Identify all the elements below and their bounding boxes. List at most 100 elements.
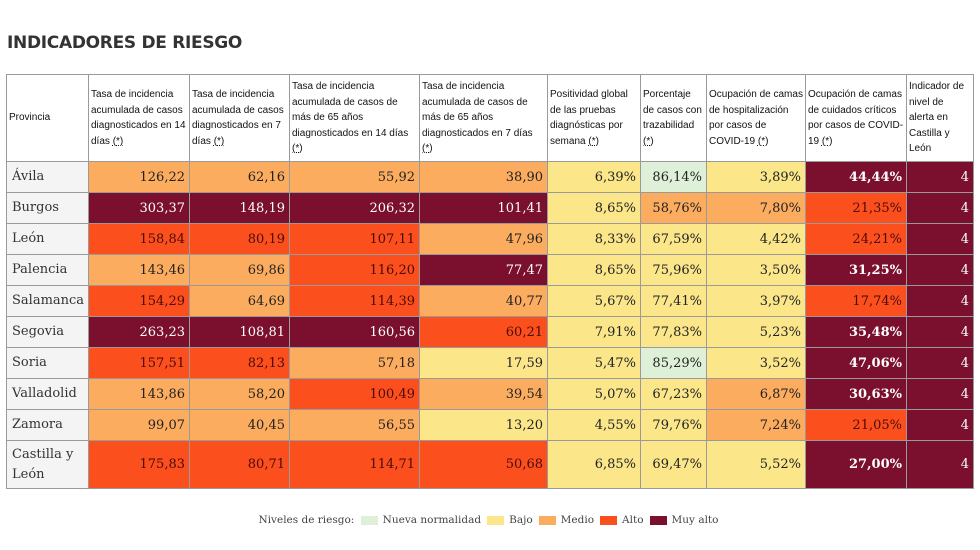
province-name: Palencia: [6, 254, 89, 286]
indicator-cell: 157,51: [88, 347, 190, 379]
column-header-text: Indicador de nivel de alerta en Castilla…: [909, 81, 965, 155]
footnote-link[interactable]: (*): [292, 143, 303, 155]
indicator-cell: 4: [906, 285, 974, 317]
indicator-cell: 6,85%: [547, 440, 641, 489]
province-name: Zamora: [6, 409, 89, 441]
indicator-cell: 17,74%: [805, 285, 907, 317]
column-header: Tasa de incidencia acumulada de casos di…: [88, 74, 190, 162]
column-header-text: Positividad global de las pruebas diagnó…: [550, 89, 628, 147]
table-row: Ávila 126,22 62,16 55,92 38,90 6,39% 86,14% 3,8…: [6, 161, 974, 193]
indicator-cell: 3,97%: [706, 285, 806, 317]
risk-legend: Niveles de riesgo: Nueva normalidad Bajo M…: [0, 514, 980, 526]
legend-item: Bajo: [487, 514, 533, 526]
indicator-cell: 114,39: [289, 285, 420, 317]
indicator-cell: 8,33%: [547, 223, 641, 255]
column-header: Tasa de incidencia acumulada de casos de…: [289, 74, 420, 162]
indicator-cell: 77,47: [419, 254, 548, 286]
column-header: Indicador de nivel de alerta en Castilla…: [906, 74, 974, 162]
footnote-link[interactable]: (*): [643, 135, 654, 147]
indicator-cell: 4: [906, 192, 974, 224]
legend-swatch: [360, 515, 378, 525]
footnote-link[interactable]: (*): [757, 135, 769, 147]
indicator-cell: 175,83: [88, 440, 190, 489]
risk-indicators-table: Provincia Tasa de incidencia acumulada de…: [6, 74, 974, 489]
indicator-cell: 56,55: [289, 409, 420, 441]
indicator-cell: 3,50%: [706, 254, 806, 286]
indicator-cell: 69,86: [189, 254, 290, 286]
indicator-cell: 158,84: [88, 223, 190, 255]
table-row: Valladolid 143,86 58,20 100,49 39,54 5,07% 67,…: [6, 378, 974, 410]
legend-swatch: [600, 515, 618, 525]
indicator-cell: 108,81: [189, 316, 290, 348]
indicator-cell: 5,07%: [547, 378, 641, 410]
indicator-cell: 47,96: [419, 223, 548, 255]
column-header: Positividad global de las pruebas diagnó…: [547, 74, 641, 162]
indicator-cell: 58,20: [189, 378, 290, 410]
indicator-cell: 80,19: [189, 223, 290, 255]
indicator-cell: 3,89%: [706, 161, 806, 193]
indicator-cell: 60,21: [419, 316, 548, 348]
indicator-cell: 7,80%: [706, 192, 806, 224]
indicator-cell: 24,21%: [805, 223, 907, 255]
table-header-row: Provincia Tasa de incidencia acumulada de…: [6, 74, 974, 162]
indicator-cell: 82,13: [189, 347, 290, 379]
column-header: Ocupación de camas de hospitalización po…: [706, 74, 806, 162]
column-header-text: Tasa de incidencia acumulada de casos di…: [91, 89, 186, 147]
indicator-cell: 79,76%: [640, 409, 707, 441]
legend-item-label: Bajo: [509, 514, 533, 526]
footnote-link[interactable]: (*): [213, 135, 225, 147]
indicator-cell: 206,32: [289, 192, 420, 224]
footnote-link[interactable]: (*): [821, 135, 833, 147]
column-header: Provincia: [6, 74, 89, 162]
indicator-cell: 116,20: [289, 254, 420, 286]
footnote-link[interactable]: (*): [422, 143, 433, 155]
indicator-cell: 263,23: [88, 316, 190, 348]
table-row: Burgos 303,37 148,19 206,32 101,41 8,65% 58,76…: [6, 192, 974, 224]
footnote-link[interactable]: (*): [588, 135, 599, 147]
indicator-cell: 39,54: [419, 378, 548, 410]
province-name: Salamanca: [6, 285, 89, 317]
indicator-cell: 35,48%: [805, 316, 907, 348]
legend-label: Niveles de riesgo:: [258, 514, 355, 526]
indicator-cell: 126,22: [88, 161, 190, 193]
province-name: Segovia: [6, 316, 89, 348]
indicator-cell: 50,68: [419, 440, 548, 489]
indicator-cell: 55,92: [289, 161, 420, 193]
indicator-cell: 4: [906, 316, 974, 348]
indicator-cell: 4: [906, 254, 974, 286]
indicator-cell: 4: [906, 161, 974, 193]
footnote-link[interactable]: (*): [112, 135, 124, 147]
indicator-cell: 38,90: [419, 161, 548, 193]
indicator-cell: 62,16: [189, 161, 290, 193]
indicator-cell: 69,47%: [640, 440, 707, 489]
indicator-cell: 67,23%: [640, 378, 707, 410]
column-header-text: Ocupación de camas de cuidados críticos …: [808, 89, 904, 147]
indicator-cell: 27,00%: [805, 440, 907, 489]
indicator-cell: 5,67%: [547, 285, 641, 317]
indicator-cell: 101,41: [419, 192, 548, 224]
column-header: Tasa de incidencia acumulada de casos di…: [189, 74, 290, 162]
indicator-cell: 148,19: [189, 192, 290, 224]
indicator-cell: 6,87%: [706, 378, 806, 410]
indicator-cell: 7,24%: [706, 409, 806, 441]
indicator-cell: 4: [906, 440, 974, 489]
indicator-cell: 75,96%: [640, 254, 707, 286]
table-row: Soria 157,51 82,13 57,18 17,59 5,47% 85,29% 3,5…: [6, 347, 974, 379]
province-name: Castilla y León: [6, 440, 89, 489]
indicator-cell: 4: [906, 378, 974, 410]
page-title: INDICADORES DE RIESGO: [7, 33, 243, 53]
column-header: Porcentaje de casos con trazabilidad (*): [640, 74, 707, 162]
indicator-cell: 44,44%: [805, 161, 907, 193]
legend-swatch: [649, 515, 667, 525]
column-header-text: Tasa de incidencia acumulada de casos de…: [422, 81, 533, 139]
indicator-cell: 154,29: [88, 285, 190, 317]
table-row: Segovia 263,23 108,81 160,56 60,21 7,91% 77,83…: [6, 316, 974, 348]
column-header-text: Provincia: [9, 112, 51, 124]
indicator-cell: 67,59%: [640, 223, 707, 255]
legend-item-label: Muy alto: [671, 514, 719, 526]
indicator-cell: 86,14%: [640, 161, 707, 193]
indicator-cell: 160,56: [289, 316, 420, 348]
indicator-cell: 143,46: [88, 254, 190, 286]
indicator-cell: 303,37: [88, 192, 190, 224]
indicator-cell: 107,11: [289, 223, 420, 255]
